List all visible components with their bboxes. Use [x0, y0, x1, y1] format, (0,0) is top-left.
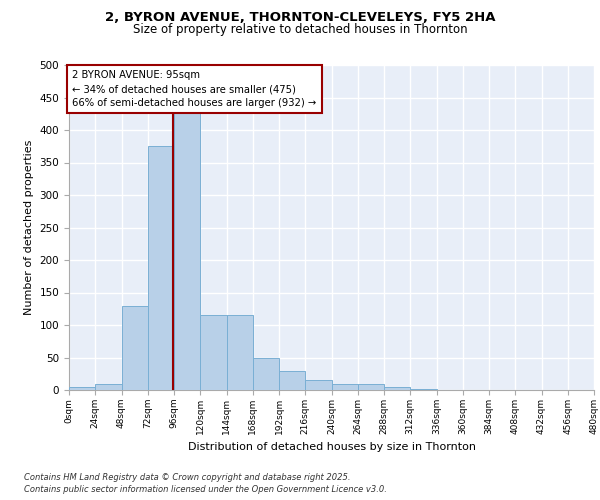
Bar: [227, 316, 253, 390]
Bar: [174, 91, 200, 390]
Bar: [69, 387, 95, 390]
Text: Contains HM Land Registry data © Crown copyright and database right 2025.: Contains HM Land Registry data © Crown c…: [24, 474, 350, 482]
Bar: [279, 370, 305, 390]
Bar: [95, 384, 121, 390]
Bar: [410, 388, 437, 390]
Bar: [331, 384, 358, 390]
Text: 2 BYRON AVENUE: 95sqm
← 34% of detached houses are smaller (475)
66% of semi-det: 2 BYRON AVENUE: 95sqm ← 34% of detached …: [72, 70, 317, 108]
Text: Size of property relative to detached houses in Thornton: Size of property relative to detached ho…: [133, 22, 467, 36]
Bar: [121, 306, 148, 390]
Bar: [384, 387, 410, 390]
Y-axis label: Number of detached properties: Number of detached properties: [24, 140, 34, 315]
Bar: [305, 380, 331, 390]
Text: Contains public sector information licensed under the Open Government Licence v3: Contains public sector information licen…: [24, 485, 387, 494]
Text: 2, BYRON AVENUE, THORNTON-CLEVELEYS, FY5 2HA: 2, BYRON AVENUE, THORNTON-CLEVELEYS, FY5…: [105, 11, 495, 24]
Bar: [358, 384, 384, 390]
Bar: [148, 146, 174, 390]
Bar: [253, 358, 279, 390]
X-axis label: Distribution of detached houses by size in Thornton: Distribution of detached houses by size …: [187, 442, 476, 452]
Bar: [200, 316, 227, 390]
